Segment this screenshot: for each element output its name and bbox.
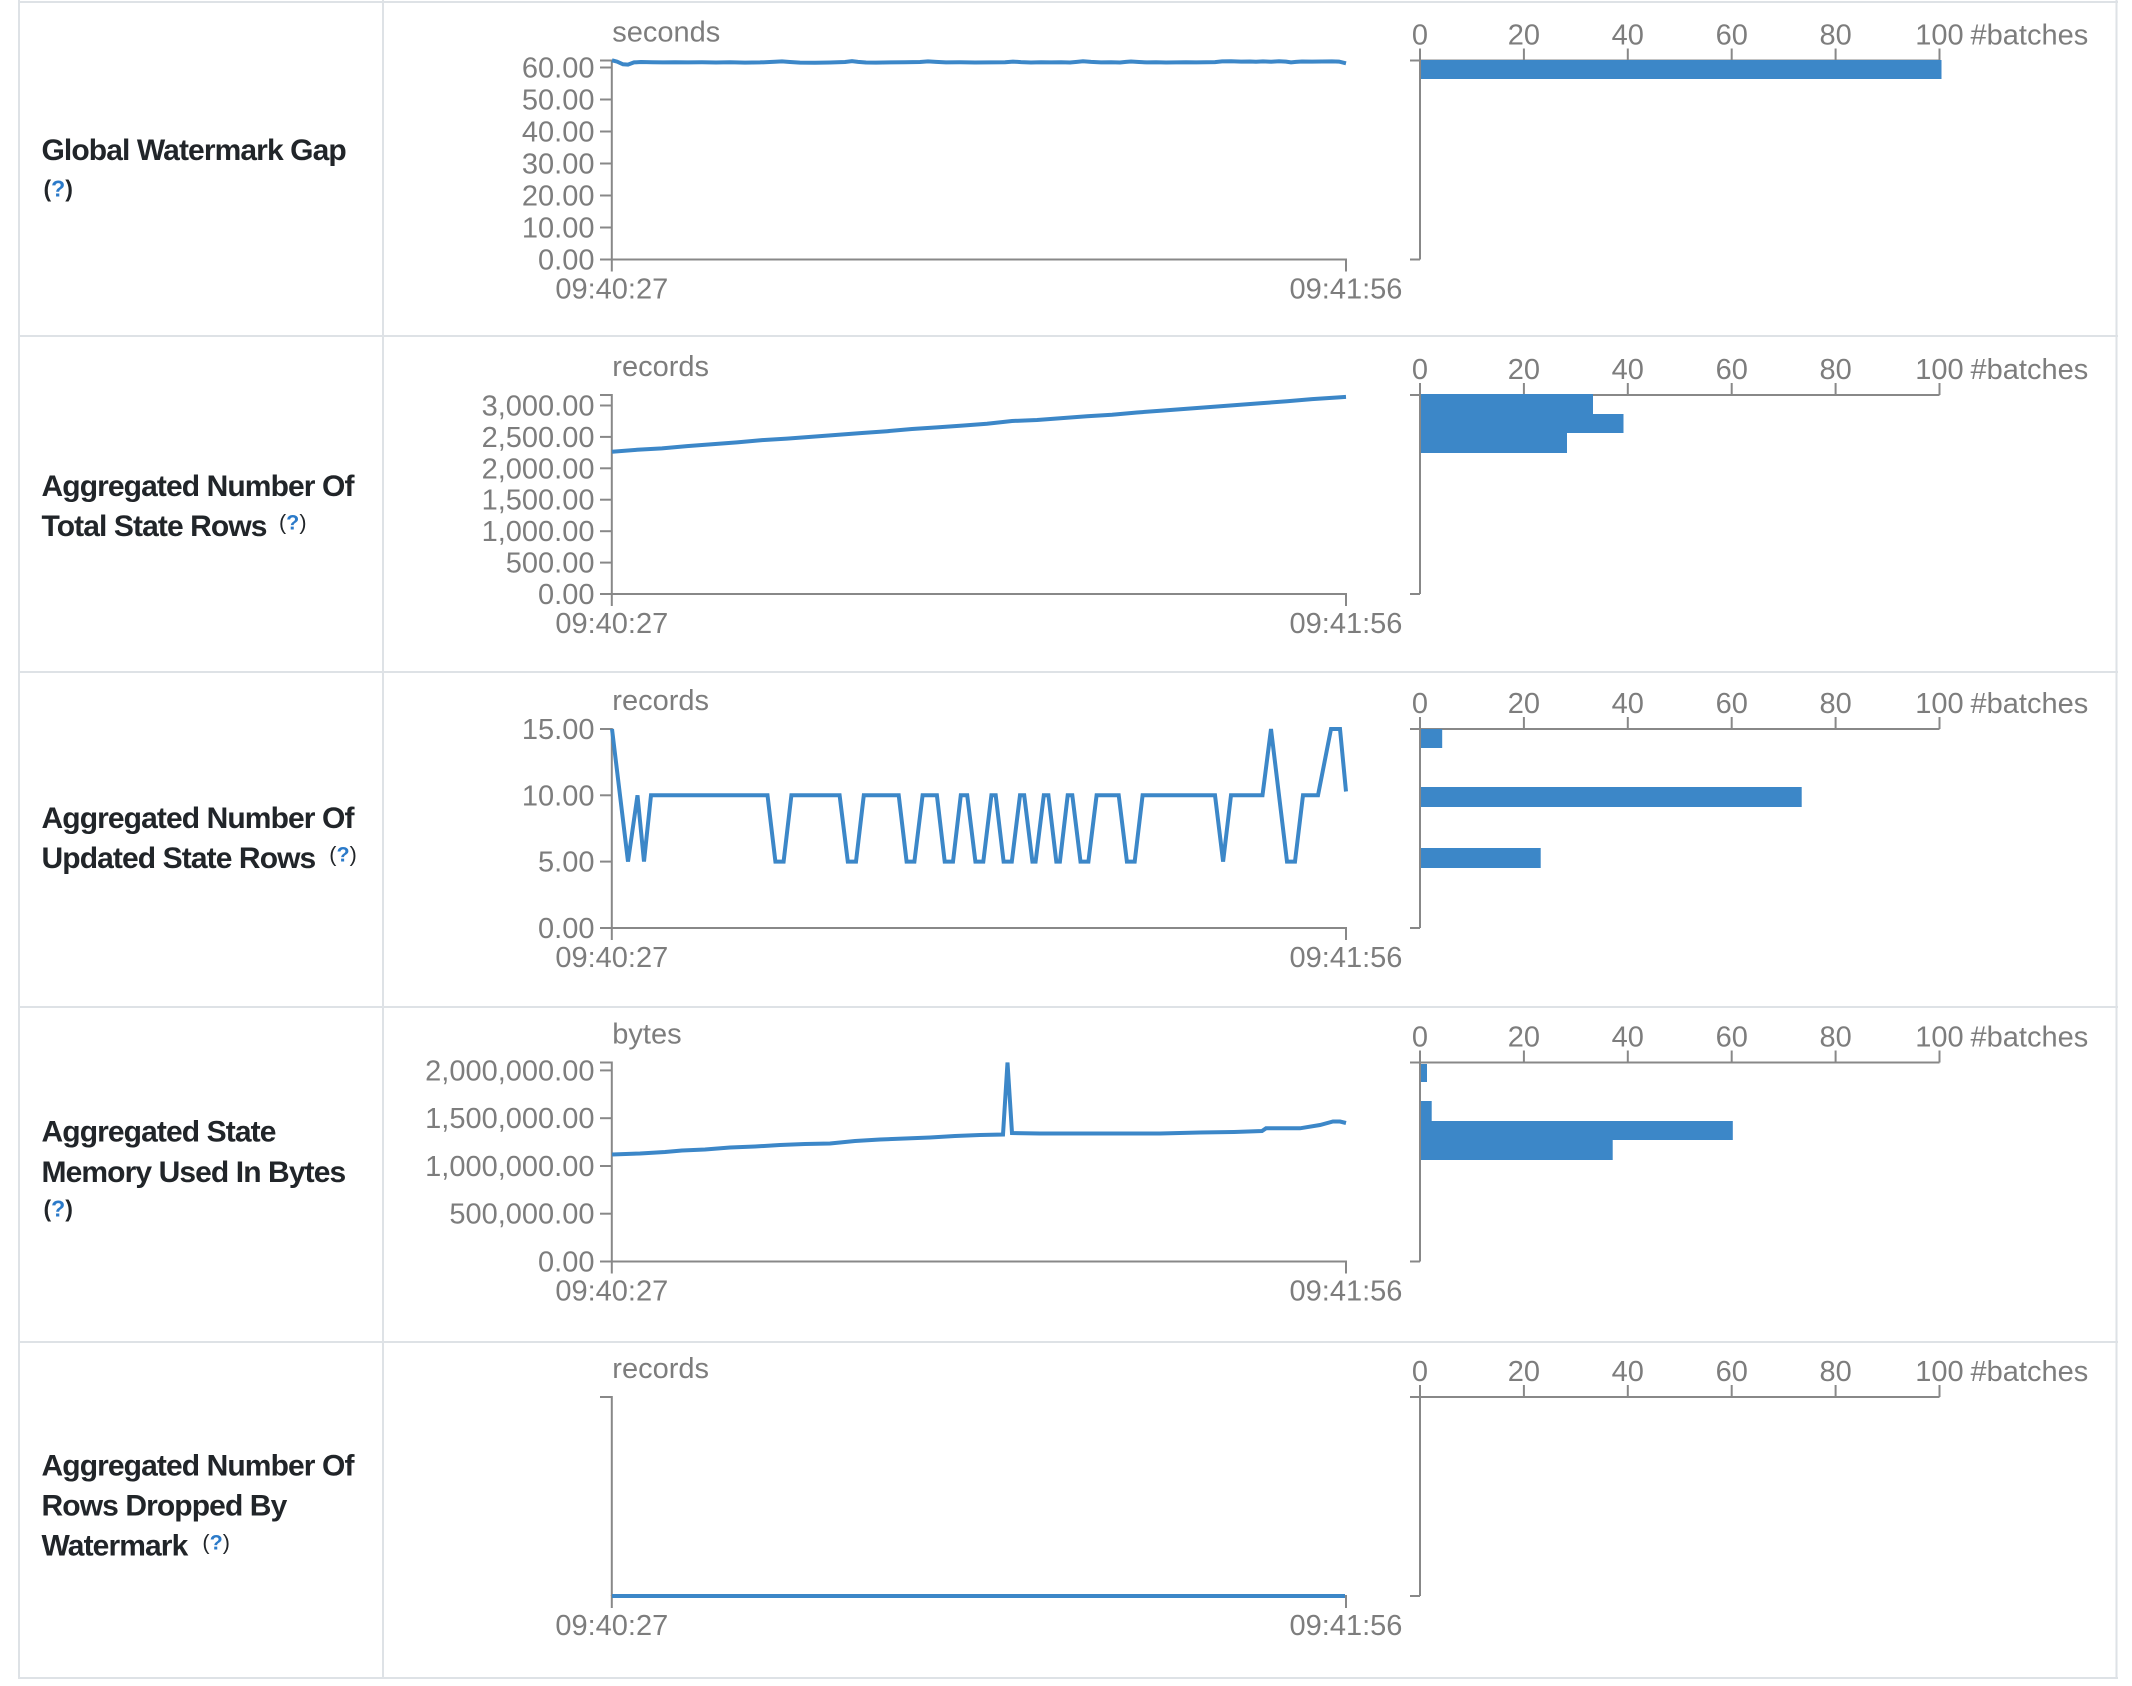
svg-text:40: 40 (1612, 688, 1644, 720)
svg-text:0.00: 0.00 (538, 1247, 594, 1279)
svg-text:100: 100 (1915, 1022, 1963, 1054)
svg-text:60: 60 (1716, 20, 1748, 52)
svg-text:80: 80 (1819, 1022, 1851, 1054)
svg-text:2,000.00: 2,000.00 (482, 453, 595, 485)
svg-text:#batches: #batches (1971, 1356, 2089, 1388)
svg-text:100: 100 (1915, 1356, 1963, 1388)
svg-text:2,000,000.00: 2,000,000.00 (425, 1055, 594, 1087)
svg-text:20: 20 (1508, 688, 1540, 720)
svg-text:80: 80 (1819, 354, 1851, 386)
svg-text:500.00: 500.00 (506, 548, 595, 580)
svg-text:60.00: 60.00 (522, 53, 595, 85)
svg-text:Memory Used In Bytes: Memory Used In Bytes (42, 1156, 346, 1189)
svg-text:records: records (612, 351, 709, 383)
svg-text:Aggregated State: Aggregated State (42, 1116, 276, 1149)
svg-text:#batches: #batches (1971, 20, 2089, 52)
svg-text:0.00: 0.00 (538, 913, 594, 945)
svg-text:0: 0 (1412, 20, 1428, 52)
svg-text:20.00: 20.00 (522, 181, 595, 213)
svg-text:Aggregated Number Of: Aggregated Number Of (42, 802, 356, 835)
svg-text:Updated State Rows: Updated State Rows (42, 842, 316, 875)
svg-text:#batches: #batches (1971, 354, 2089, 386)
svg-text:0.00: 0.00 (538, 245, 594, 277)
svg-text:09:40:27: 09:40:27 (555, 274, 668, 306)
svg-text:40: 40 (1612, 20, 1644, 52)
svg-text:(?): (?) (329, 843, 356, 867)
svg-text:bytes: bytes (612, 1019, 681, 1051)
svg-text:Total State Rows: Total State Rows (42, 510, 267, 543)
svg-text:Aggregated Number Of: Aggregated Number Of (42, 1450, 356, 1483)
svg-text:40: 40 (1612, 354, 1644, 386)
svg-text:1,000.00: 1,000.00 (482, 516, 595, 548)
svg-text:60: 60 (1716, 688, 1748, 720)
svg-text:09:41:56: 09:41:56 (1290, 942, 1403, 974)
svg-text:records: records (612, 1353, 709, 1385)
svg-text:3,000.00: 3,000.00 (482, 391, 595, 423)
svg-text:(?): (?) (44, 1196, 73, 1222)
svg-text:0.00: 0.00 (538, 579, 594, 611)
svg-text:09:40:27: 09:40:27 (555, 608, 668, 640)
svg-text:60: 60 (1716, 354, 1748, 386)
svg-text:1,500,000.00: 1,500,000.00 (425, 1103, 594, 1135)
svg-text:60: 60 (1716, 1356, 1748, 1388)
svg-text:100: 100 (1915, 20, 1963, 52)
svg-text:40: 40 (1612, 1022, 1644, 1054)
svg-text:seconds: seconds (612, 17, 720, 49)
svg-text:15.00: 15.00 (522, 714, 595, 746)
svg-text:#batches: #batches (1971, 688, 2089, 720)
svg-text:Aggregated Number Of: Aggregated Number Of (42, 470, 356, 503)
svg-text:500,000.00: 500,000.00 (449, 1199, 594, 1231)
svg-text:50.00: 50.00 (522, 85, 595, 117)
svg-text:09:41:56: 09:41:56 (1290, 1610, 1403, 1642)
svg-text:09:41:56: 09:41:56 (1290, 274, 1403, 306)
svg-text:09:41:56: 09:41:56 (1290, 1276, 1403, 1308)
svg-text:10.00: 10.00 (522, 213, 595, 245)
svg-text:2,500.00: 2,500.00 (482, 422, 595, 454)
svg-text:40.00: 40.00 (522, 117, 595, 149)
svg-text:0: 0 (1412, 1356, 1428, 1388)
svg-text:20: 20 (1508, 1356, 1540, 1388)
svg-text:(?): (?) (279, 511, 306, 535)
svg-text:1,500.00: 1,500.00 (482, 485, 595, 517)
svg-text:09:40:27: 09:40:27 (555, 1610, 668, 1642)
svg-text:0: 0 (1412, 688, 1428, 720)
svg-text:Global Watermark Gap: Global Watermark Gap (42, 134, 347, 167)
svg-text:80: 80 (1819, 688, 1851, 720)
svg-text:60: 60 (1716, 1022, 1748, 1054)
svg-text:100: 100 (1915, 688, 1963, 720)
svg-text:30.00: 30.00 (522, 149, 595, 181)
svg-text:20: 20 (1508, 20, 1540, 52)
svg-text:80: 80 (1819, 1356, 1851, 1388)
svg-text:(?): (?) (202, 1531, 229, 1555)
svg-text:Rows Dropped By: Rows Dropped By (42, 1490, 288, 1523)
svg-text:1,000,000.00: 1,000,000.00 (425, 1151, 594, 1183)
svg-text:09:41:56: 09:41:56 (1290, 608, 1403, 640)
svg-text:0: 0 (1412, 354, 1428, 386)
svg-text:20: 20 (1508, 1022, 1540, 1054)
svg-text:80: 80 (1819, 20, 1851, 52)
svg-text:0: 0 (1412, 1022, 1428, 1054)
svg-text:100: 100 (1915, 354, 1963, 386)
svg-text:Watermark: Watermark (42, 1530, 189, 1563)
svg-text:10.00: 10.00 (522, 780, 595, 812)
svg-text:records: records (612, 685, 709, 717)
svg-text:09:40:27: 09:40:27 (555, 1276, 668, 1308)
svg-text:40: 40 (1612, 1356, 1644, 1388)
svg-text:20: 20 (1508, 354, 1540, 386)
svg-text:5.00: 5.00 (538, 847, 594, 879)
svg-text:(?): (?) (44, 176, 73, 202)
svg-text:09:40:27: 09:40:27 (555, 942, 668, 974)
svg-text:#batches: #batches (1971, 1022, 2089, 1054)
